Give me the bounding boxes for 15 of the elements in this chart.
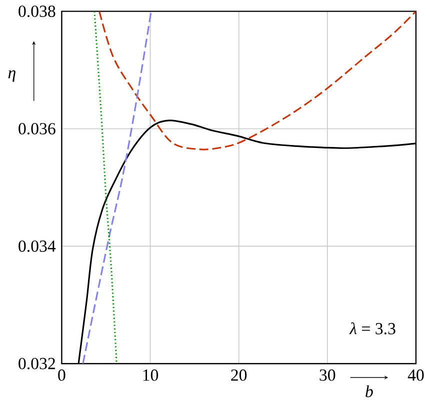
- x-tick-label: 0: [58, 370, 66, 381]
- y-tick-label: 0.036: [18, 123, 56, 135]
- line-series: [98, 11, 416, 150]
- x-tick-label: 10: [143, 370, 158, 381]
- x-tick-label: 20: [231, 370, 247, 381]
- line-series: [82, 11, 152, 364]
- y-tick-label: 0.034: [18, 240, 56, 252]
- y-tick-label: 0.038: [18, 6, 56, 18]
- x-tick-label: 30: [320, 370, 336, 381]
- y-axis-title: η: [8, 70, 16, 82]
- x-axis-title: b: [366, 385, 373, 398]
- annotation: λ = 3.3: [349, 322, 396, 335]
- y-tick-label: 0.032: [18, 358, 55, 370]
- x-tick-label: 40: [408, 370, 424, 381]
- line-series: [94, 11, 118, 364]
